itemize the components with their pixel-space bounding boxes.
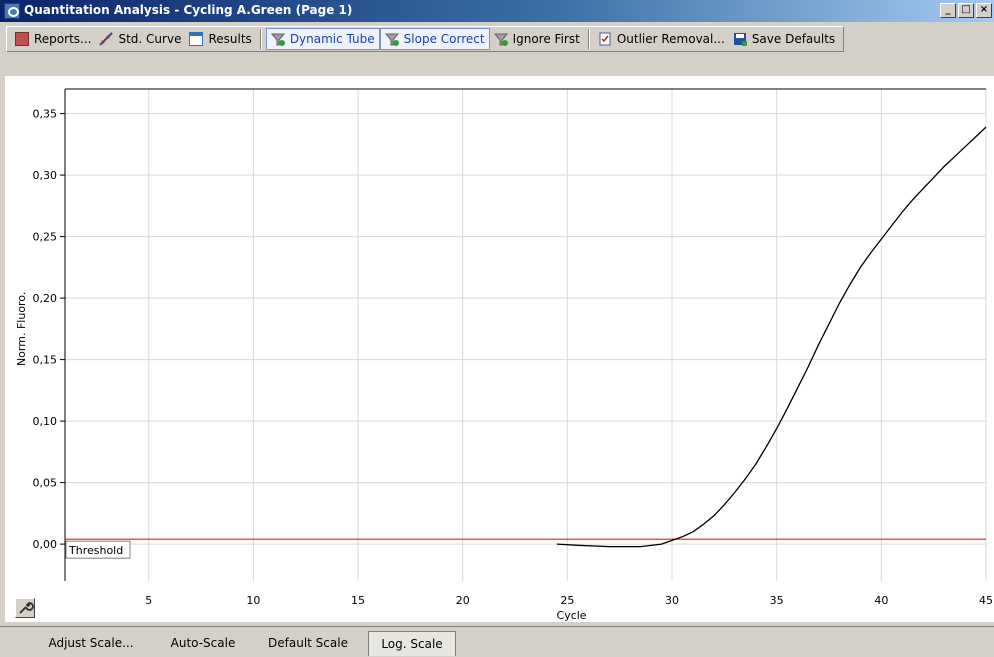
x-tick-label: 25 xyxy=(560,594,574,607)
funnel-icon xyxy=(384,32,399,46)
y-tick-label: 0,25 xyxy=(33,231,58,244)
x-tick-label: 30 xyxy=(665,594,679,607)
reports-label: Reports... xyxy=(34,32,92,46)
std-curve-button[interactable]: Std. Curve xyxy=(95,28,185,50)
adjust-scale-button[interactable]: Adjust Scale... xyxy=(48,636,134,650)
x-axis-title: Cycle xyxy=(557,609,587,622)
y-tick-label: 0,30 xyxy=(33,169,58,182)
results-button[interactable]: Results xyxy=(185,28,255,50)
maximize-button[interactable]: □ xyxy=(958,3,974,18)
reports-button[interactable]: Reports... xyxy=(11,28,95,50)
toolbar: Reports... Std. Curve Results Dynamic Tu… xyxy=(0,22,994,70)
log-scale-tab[interactable]: Log. Scale xyxy=(368,631,456,656)
y-tick-label: 0,05 xyxy=(33,477,58,490)
dynamic-tube-button[interactable]: Dynamic Tube xyxy=(265,28,380,50)
toolbar-separator xyxy=(259,29,262,49)
minimize-button[interactable]: _ xyxy=(940,3,956,18)
std-curve-icon xyxy=(99,32,114,46)
toolbar-separator xyxy=(587,29,590,49)
outlier-removal-button[interactable]: Outlier Removal... xyxy=(594,28,729,50)
toolbar-strip: Reports... Std. Curve Results Dynamic Tu… xyxy=(6,26,845,52)
chart-panel: Threshold 0,00 0,05 0,10 0,15 0,20 0,25 0,30 0,… xyxy=(5,76,994,622)
y-tick-label: 0,20 xyxy=(33,292,58,305)
x-tick-label: 20 xyxy=(456,594,470,607)
y-tick-label: 0,00 xyxy=(33,538,58,551)
x-tick-label: 10 xyxy=(246,594,260,607)
outlier-removal-label: Outlier Removal... xyxy=(616,32,725,46)
y-axis-title: Norm. Fluoro. xyxy=(15,292,28,366)
results-label: Results xyxy=(208,32,252,46)
threshold-label: Threshold xyxy=(68,544,123,557)
report-icon xyxy=(15,32,29,46)
x-tick-label: 45 xyxy=(979,594,993,607)
save-defaults-label: Save Defaults xyxy=(751,32,836,46)
x-tick-label: 5 xyxy=(145,594,152,607)
slope-correct-label: Slope Correct xyxy=(403,32,485,46)
title-bar: Quantitation Analysis - Cycling A.Green … xyxy=(0,0,994,22)
funnel-icon xyxy=(493,32,508,46)
checklist-icon xyxy=(598,32,612,46)
y-tick-label: 0,10 xyxy=(33,415,58,428)
save-icon xyxy=(733,32,747,46)
default-scale-button[interactable]: Default Scale xyxy=(268,636,348,650)
wrench-icon xyxy=(16,602,34,620)
amplification-chart[interactable]: Threshold 0,00 0,05 0,10 0,15 0,20 0,25 0,30 0,… xyxy=(5,76,994,622)
std-curve-label: Std. Curve xyxy=(118,32,182,46)
bottom-bar: Adjust Scale... Auto-Scale Default Scale… xyxy=(0,626,994,657)
dynamic-tube-label: Dynamic Tube xyxy=(289,32,375,46)
x-tick-label: 35 xyxy=(770,594,784,607)
chart-settings-button[interactable] xyxy=(15,598,35,618)
y-tick-label: 0,35 xyxy=(33,108,58,121)
auto-scale-button[interactable]: Auto-Scale xyxy=(170,636,236,650)
analysis-window-icon xyxy=(4,3,20,19)
x-tick-label: 15 xyxy=(351,594,365,607)
ignore-first-button[interactable]: Ignore First xyxy=(490,28,584,50)
window-title: Quantitation Analysis - Cycling A.Green … xyxy=(24,3,353,17)
funnel-icon xyxy=(270,32,285,46)
amplification-curve xyxy=(556,126,987,548)
results-icon xyxy=(189,32,204,46)
threshold-label-box xyxy=(65,540,131,559)
y-tick-label: 0,15 xyxy=(33,354,58,367)
close-button[interactable]: × xyxy=(976,3,992,18)
save-defaults-button[interactable]: Save Defaults xyxy=(729,28,839,50)
x-tick-label: 40 xyxy=(874,594,888,607)
ignore-first-label: Ignore First xyxy=(512,32,580,46)
slope-correct-button[interactable]: Slope Correct xyxy=(379,28,490,50)
